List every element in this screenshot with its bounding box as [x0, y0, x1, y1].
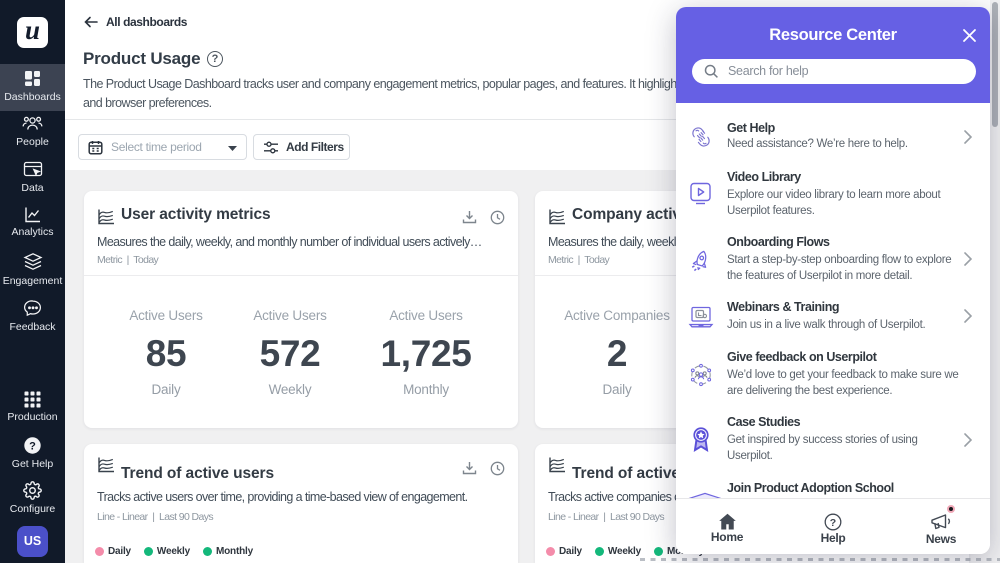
svg-text:?: ?	[29, 440, 36, 452]
svg-text:?: ?	[830, 517, 836, 529]
